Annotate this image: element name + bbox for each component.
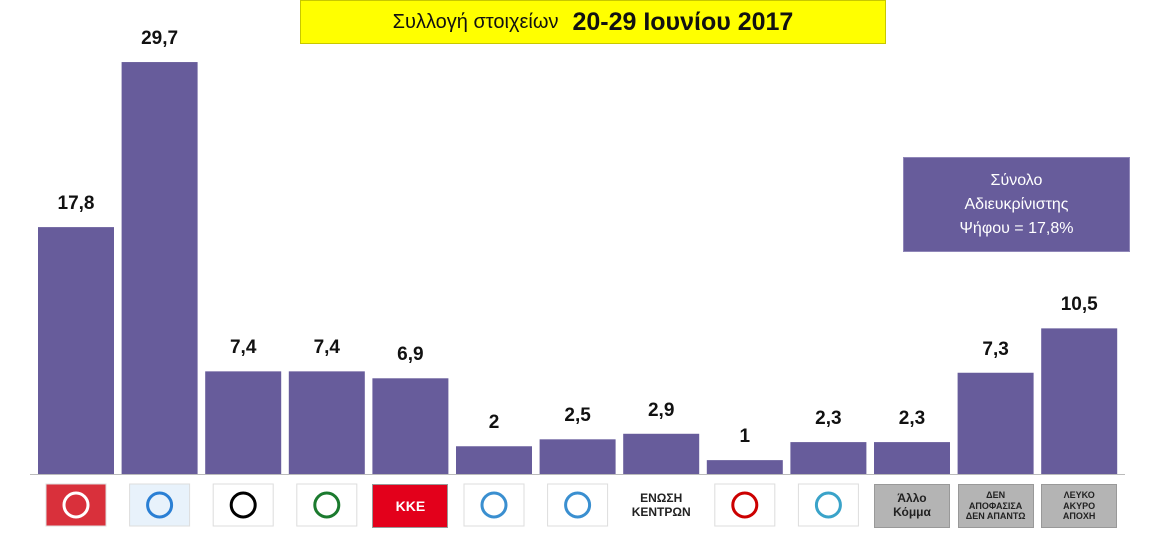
logo-mark <box>229 491 257 519</box>
logo <box>45 483 107 527</box>
logo-mark <box>814 491 842 519</box>
category-label: ΚΚΕ <box>372 484 449 528</box>
value-label: 6,9 <box>397 344 424 366</box>
logo <box>463 483 525 527</box>
category-label: Άλλο Κόμμα <box>874 484 950 528</box>
value-label: 17,8 <box>57 193 95 215</box>
bar <box>623 433 700 474</box>
bar <box>288 371 365 474</box>
bar <box>121 62 198 474</box>
value-label: 2,3 <box>898 408 926 430</box>
logo-mark <box>480 491 508 519</box>
logo <box>547 483 609 527</box>
bar <box>205 371 282 474</box>
chart-title: Συλλογή στοιχείων <box>392 10 559 33</box>
bar <box>539 439 616 474</box>
value-label: 10,5 <box>1060 294 1098 316</box>
value-label: 2,9 <box>647 399 675 421</box>
chart-subtitle: 20-29 Ιουνίου 2017 <box>572 7 794 36</box>
logo <box>296 483 358 527</box>
annotation: Σύνολο Αδιευκρίνιστης Ψήφου = 17,8% <box>959 171 1074 237</box>
value-label: 2,5 <box>564 405 591 427</box>
bar <box>38 227 114 474</box>
value-label: 2 <box>488 412 500 434</box>
logo-mark <box>564 491 592 519</box>
bar <box>372 378 449 474</box>
value-label: 7,3 <box>982 338 1009 360</box>
logo <box>212 483 274 527</box>
bar <box>456 446 532 474</box>
value-label: 7,4 <box>229 337 257 359</box>
category-label: ΛΕΥΚΟ ΑΚΥΡΟ ΑΠΟΧΗ <box>1041 484 1118 528</box>
value-label: 7,4 <box>313 337 340 359</box>
bar <box>957 372 1034 474</box>
bar <box>790 442 867 474</box>
category-label: ΔΕΝ ΑΠΟΦΑΣΙΣΑ ΔΕΝ ΑΠΑΝΤΩ <box>957 484 1034 528</box>
logo-mark <box>62 491 90 519</box>
category-label: ΕΝΩΣΗ ΚΕΝΤΡΩΝ <box>623 484 700 528</box>
title-box: Συλλογή στοιχείων 20-29 Ιουνίου 2017 <box>300 0 886 44</box>
value-label: 2,3 <box>815 408 842 430</box>
annotation-box: Σύνολο Αδιευκρίνιστης Ψήφου = 17,8% <box>903 157 1130 252</box>
value-label: 1 <box>739 426 751 448</box>
logo-mark <box>731 491 759 519</box>
logo-mark <box>313 491 341 519</box>
logo <box>129 483 191 527</box>
logo-mark <box>146 491 174 519</box>
value-label: 29,7 <box>141 28 179 50</box>
bar <box>874 442 950 474</box>
bar <box>706 460 783 474</box>
logo <box>714 483 776 527</box>
logo <box>797 483 859 527</box>
bar <box>1041 328 1118 474</box>
